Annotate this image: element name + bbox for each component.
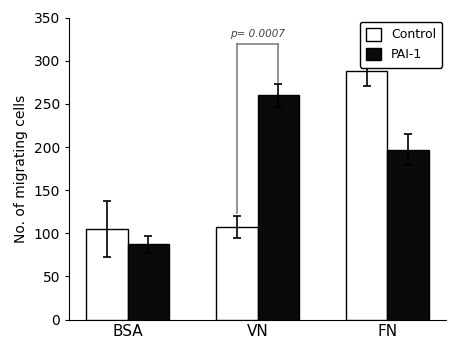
Bar xyxy=(257,95,298,320)
Legend: Control, PAI-1: Control, PAI-1 xyxy=(359,22,442,67)
Text: p= 0.0007: p= 0.0007 xyxy=(230,29,285,39)
Bar xyxy=(128,245,169,320)
Bar xyxy=(216,227,257,320)
Bar xyxy=(86,229,128,320)
Y-axis label: No. of migrating cells: No. of migrating cells xyxy=(14,94,28,243)
Bar xyxy=(386,150,428,320)
Bar xyxy=(345,71,386,320)
